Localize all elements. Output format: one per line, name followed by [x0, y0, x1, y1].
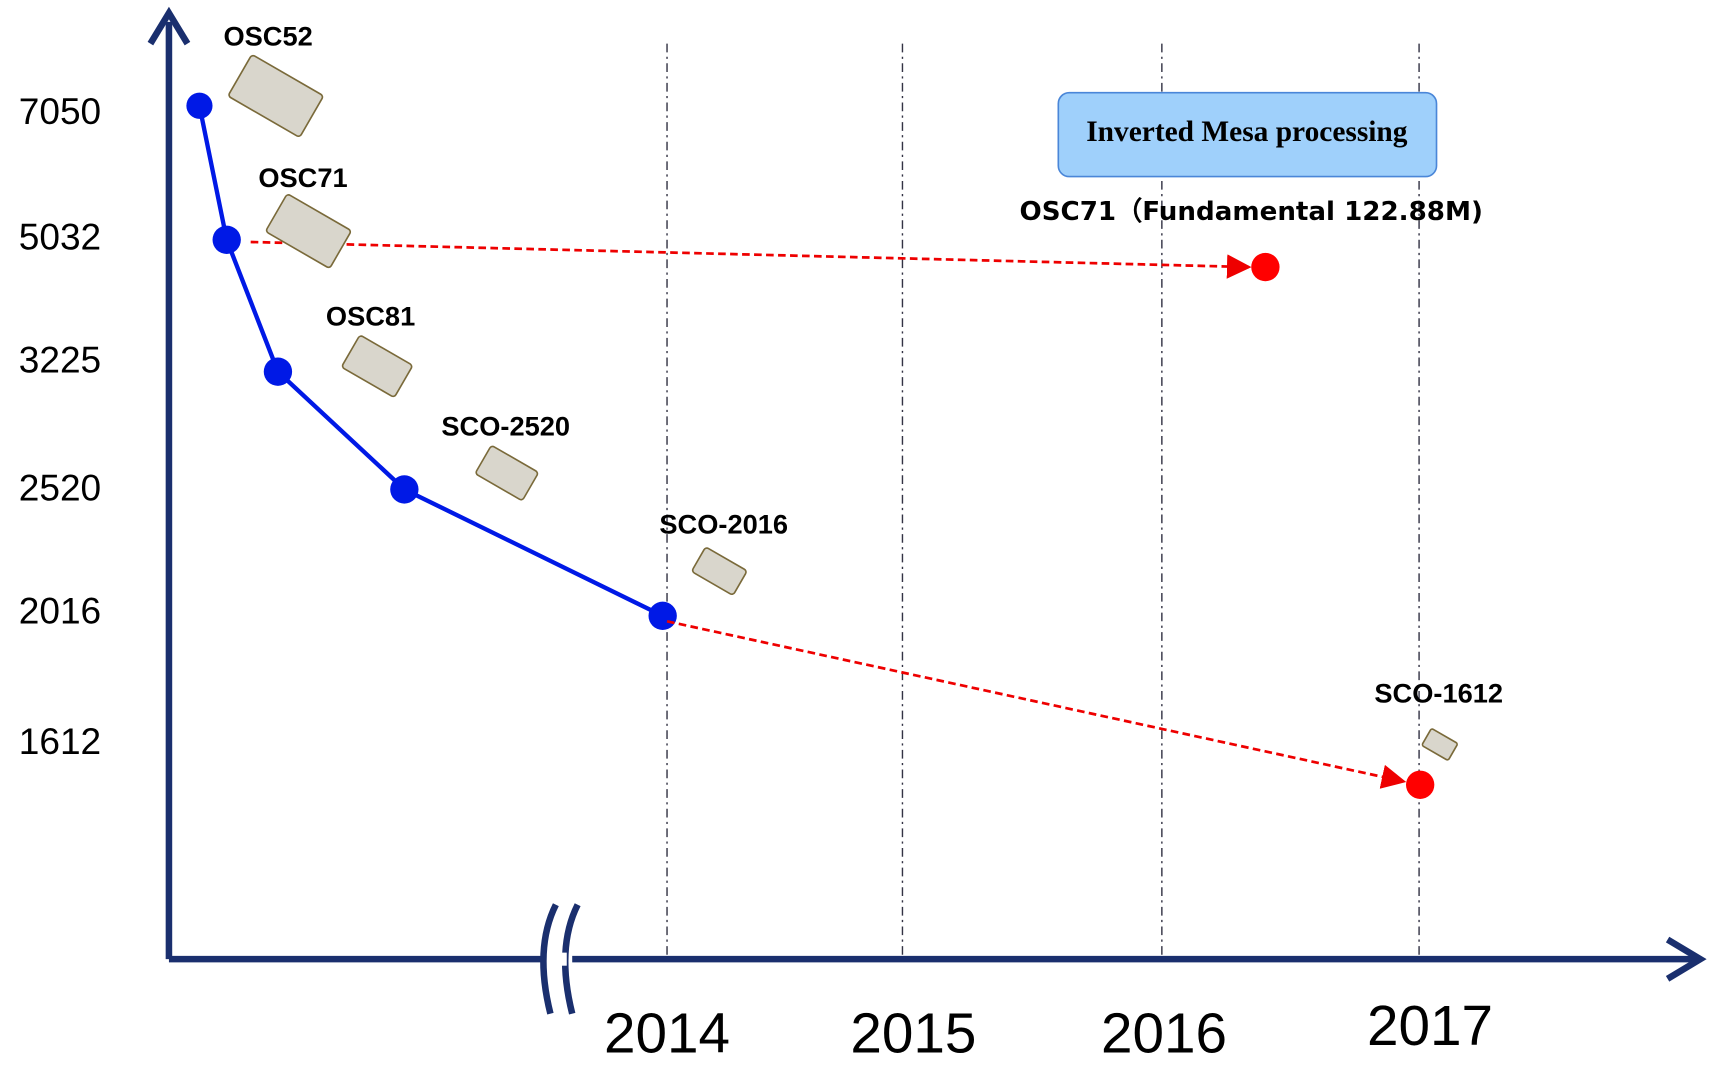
- projection-arrows: [251, 242, 1404, 782]
- target-label: OSC71（Fundamental 122.88M): [1019, 197, 1483, 227]
- x-label: 2017: [1367, 995, 1493, 1058]
- product-label: OSC81: [326, 300, 415, 331]
- y-label: 5032: [19, 216, 101, 258]
- product-label: SCO-2520: [441, 411, 570, 442]
- year-lines: [667, 44, 1419, 960]
- axes: [150, 13, 1700, 1014]
- target-points: [1251, 253, 1434, 799]
- y-label: 2016: [19, 589, 101, 631]
- product-label: SCO-2016: [659, 509, 788, 540]
- product-label: SCO-1612: [1374, 678, 1503, 709]
- y-label: 2520: [19, 466, 101, 508]
- product-label: OSC71: [258, 162, 347, 193]
- y-label: 7050: [19, 90, 101, 132]
- y-label: 3225: [19, 339, 101, 381]
- x-label: 2015: [850, 1003, 976, 1066]
- annotation-text: Inverted Mesa processing: [1086, 116, 1408, 148]
- diagram: Inverted Mesa processing OSC71（Fundament…: [0, 0, 1709, 1066]
- y-label: 1612: [19, 720, 101, 762]
- product-label: OSC52: [223, 20, 312, 51]
- x-label: 2014: [604, 1003, 730, 1066]
- x-label: 2016: [1101, 1003, 1227, 1066]
- axis-break: [552, 953, 567, 966]
